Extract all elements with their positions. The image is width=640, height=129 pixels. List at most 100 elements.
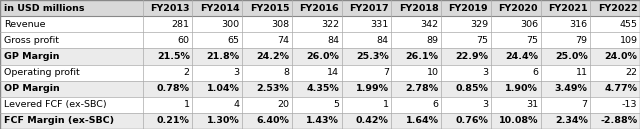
Bar xyxy=(441,32,491,48)
Text: FY2018: FY2018 xyxy=(399,4,438,13)
Text: 6: 6 xyxy=(433,100,438,109)
Text: 2.34%: 2.34% xyxy=(555,116,588,125)
Bar xyxy=(342,32,391,48)
Text: 24.2%: 24.2% xyxy=(256,52,289,61)
Bar xyxy=(491,113,541,129)
Text: 4: 4 xyxy=(234,100,239,109)
Bar xyxy=(292,48,342,64)
Bar xyxy=(242,81,292,97)
Bar xyxy=(541,64,590,81)
Text: FY2020: FY2020 xyxy=(499,4,538,13)
Bar xyxy=(541,48,590,64)
Bar xyxy=(491,16,541,32)
Text: 25.0%: 25.0% xyxy=(555,52,588,61)
Bar xyxy=(391,0,441,16)
Bar xyxy=(342,113,391,129)
Bar xyxy=(242,16,292,32)
Text: FCF Margin (ex-SBC): FCF Margin (ex-SBC) xyxy=(4,116,114,125)
Text: 84: 84 xyxy=(377,36,388,45)
Bar xyxy=(143,48,193,64)
Text: 329: 329 xyxy=(470,20,488,29)
Bar xyxy=(590,16,640,32)
Text: FY2015: FY2015 xyxy=(250,4,289,13)
Text: 26.0%: 26.0% xyxy=(306,52,339,61)
Text: 6: 6 xyxy=(532,68,538,77)
Bar xyxy=(342,0,391,16)
Text: 1.99%: 1.99% xyxy=(356,84,388,93)
Bar xyxy=(590,81,640,97)
Text: 0.42%: 0.42% xyxy=(356,116,388,125)
Text: 3: 3 xyxy=(482,68,488,77)
Bar xyxy=(143,32,193,48)
Bar xyxy=(441,48,491,64)
Bar xyxy=(292,97,342,113)
Bar xyxy=(143,16,193,32)
Text: FY2019: FY2019 xyxy=(449,4,488,13)
Text: 3.49%: 3.49% xyxy=(555,84,588,93)
Bar xyxy=(590,32,640,48)
Text: FY2013: FY2013 xyxy=(150,4,190,13)
Text: 21.8%: 21.8% xyxy=(206,52,239,61)
Bar xyxy=(541,32,590,48)
Text: 300: 300 xyxy=(221,20,239,29)
Text: 74: 74 xyxy=(277,36,289,45)
Bar xyxy=(541,113,590,129)
Bar xyxy=(292,32,342,48)
Bar xyxy=(491,97,541,113)
Text: 7: 7 xyxy=(383,68,388,77)
Bar xyxy=(541,0,590,16)
Text: 7: 7 xyxy=(582,100,588,109)
Text: in USD millions: in USD millions xyxy=(4,4,84,13)
Bar xyxy=(441,81,491,97)
Bar xyxy=(590,64,640,81)
Text: 2.78%: 2.78% xyxy=(405,84,438,93)
Text: 20: 20 xyxy=(277,100,289,109)
Bar xyxy=(193,32,242,48)
Text: 2.53%: 2.53% xyxy=(257,84,289,93)
Bar xyxy=(0,113,143,129)
Bar xyxy=(292,113,342,129)
Bar xyxy=(143,64,193,81)
Bar xyxy=(0,81,143,97)
Bar xyxy=(292,16,342,32)
Bar xyxy=(292,0,342,16)
Text: 22.9%: 22.9% xyxy=(455,52,488,61)
Text: 1.90%: 1.90% xyxy=(505,84,538,93)
Text: -13: -13 xyxy=(622,100,637,109)
Bar xyxy=(590,0,640,16)
Text: 79: 79 xyxy=(576,36,588,45)
Bar xyxy=(541,97,590,113)
Text: 342: 342 xyxy=(420,20,438,29)
Text: 89: 89 xyxy=(426,36,438,45)
Bar xyxy=(242,64,292,81)
Bar xyxy=(0,32,143,48)
Text: 14: 14 xyxy=(327,68,339,77)
Bar xyxy=(193,97,242,113)
Bar xyxy=(0,64,143,81)
Text: Operating profit: Operating profit xyxy=(4,68,79,77)
Text: 60: 60 xyxy=(178,36,190,45)
Bar xyxy=(342,81,391,97)
Text: 0.78%: 0.78% xyxy=(157,84,190,93)
Text: 4.77%: 4.77% xyxy=(604,84,637,93)
Text: 2: 2 xyxy=(184,68,190,77)
Text: FY2017: FY2017 xyxy=(349,4,388,13)
Bar xyxy=(242,0,292,16)
Text: 308: 308 xyxy=(271,20,289,29)
Bar xyxy=(0,48,143,64)
Bar xyxy=(391,81,441,97)
Text: 0.76%: 0.76% xyxy=(455,116,488,125)
Text: 5: 5 xyxy=(333,100,339,109)
Text: 109: 109 xyxy=(620,36,637,45)
Text: OP Margin: OP Margin xyxy=(4,84,60,93)
Bar xyxy=(590,97,640,113)
Text: 1.64%: 1.64% xyxy=(406,116,438,125)
Text: 281: 281 xyxy=(172,20,190,29)
Text: 4.35%: 4.35% xyxy=(307,84,339,93)
Bar xyxy=(590,113,640,129)
Text: 1: 1 xyxy=(184,100,190,109)
Text: 0.85%: 0.85% xyxy=(455,84,488,93)
Text: 1: 1 xyxy=(383,100,388,109)
Text: 322: 322 xyxy=(321,20,339,29)
Text: 3: 3 xyxy=(482,100,488,109)
